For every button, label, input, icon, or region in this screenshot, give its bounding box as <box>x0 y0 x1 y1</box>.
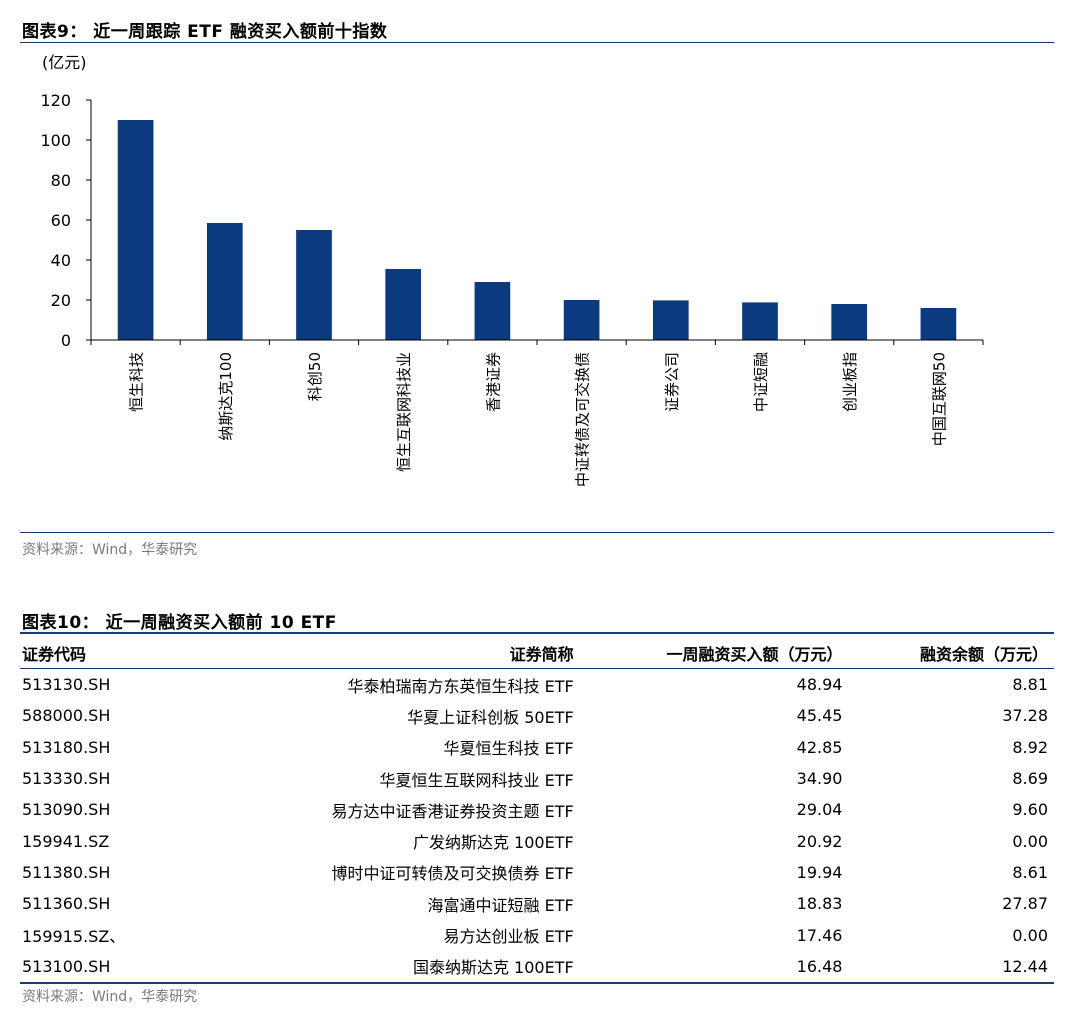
cell-code: 511360.SH <box>22 894 111 914</box>
cell-name: 国泰纳斯达克 100ETF <box>412 958 574 978</box>
x-category-label: 证券公司 <box>663 352 681 412</box>
cell-weekly-buy: 48.94 <box>796 675 843 695</box>
cell-weekly-buy: 29.04 <box>796 800 843 820</box>
table-row: 513090.SH 易方达中证香港证券投资主题 ETF 29.04 9.60 <box>20 794 1054 825</box>
table-row: 513330.SH 华夏恒生互联网科技业 ETF 34.90 8.69 <box>20 763 1054 794</box>
x-category-label: 恒生互联网科技业 <box>395 352 413 472</box>
figure10-title: 图表10： 近一周融资买入额前 10 ETF <box>22 613 337 633</box>
header-balance: 融资余额（万元） <box>919 645 1048 664</box>
figure9-title: 图表9： 近一周跟踪 ETF 融资买入额前十指数 <box>22 22 388 42</box>
cell-balance: 27.87 <box>1002 894 1048 914</box>
y-tick-label: 60 <box>51 211 71 230</box>
cell-balance: 8.92 <box>1012 737 1048 757</box>
bar <box>652 300 689 340</box>
header-name: 证券简称 <box>509 645 574 664</box>
cell-balance: 8.69 <box>1012 769 1048 789</box>
x-axis: 恒生科技 纳斯达克100 科创50 恒生互联网科技业 香港证券 中证转债及可交换债 证券公司… <box>90 339 984 487</box>
y-axis: 0 20 40 60 80 100 120 <box>40 91 92 350</box>
y-tick-label: 120 <box>40 91 71 110</box>
cell-code: 513090.SH <box>22 800 111 820</box>
bar <box>296 230 332 340</box>
cell-name: 易方达创业板 ETF <box>443 927 574 947</box>
etf-table: 证券代码 证券简称 一周融资买入额（万元） 融资余额（万元） 513130.SH… <box>20 638 1054 984</box>
cell-weekly-buy: 20.92 <box>796 831 843 851</box>
chart-unit-label: (亿元) <box>42 53 87 72</box>
x-category-label: 中证转债及可交换债 <box>574 352 592 487</box>
cell-balance: 0.00 <box>1012 925 1048 945</box>
cell-balance: 8.81 <box>1012 675 1048 695</box>
figure10-top-rule <box>20 632 1054 634</box>
y-tick-label: 40 <box>51 251 71 270</box>
x-category-label: 中证短融 <box>752 352 770 412</box>
x-category-label: 创业板指 <box>841 352 859 412</box>
x-category-label: 纳斯达克100 <box>217 352 235 441</box>
table-row: 513100.SH 国泰纳斯达克 100ETF 16.48 12.44 <box>20 951 1054 983</box>
cell-name: 广发纳斯达克 100ETF <box>412 833 574 853</box>
bar <box>742 302 778 340</box>
cell-name: 博时中证可转债及可交换债券 ETF <box>331 864 574 884</box>
figure9-source: 资料来源：Wind，华泰研究 <box>22 542 198 558</box>
cell-balance: 8.61 <box>1012 862 1048 882</box>
cell-weekly-buy: 19.94 <box>796 862 843 882</box>
cell-weekly-buy: 16.48 <box>796 956 843 976</box>
y-tick-label: 80 <box>51 171 71 190</box>
table-row: 159915.SZ、 易方达创业板 ETF 17.46 0.00 <box>20 919 1054 950</box>
cell-code: 513330.SH <box>22 769 111 789</box>
bar <box>117 120 154 340</box>
table-row: 511360.SH 海富通中证短融 ETF 18.83 27.87 <box>20 888 1054 919</box>
cell-name: 易方达中证香港证券投资主题 ETF <box>331 801 574 821</box>
cell-code: 159915.SZ、 <box>22 927 126 947</box>
table-row: 159941.SZ 广发纳斯达克 100ETF 20.92 0.00 <box>20 825 1054 856</box>
header-code: 证券代码 <box>22 645 87 664</box>
cell-weekly-buy: 45.45 <box>796 706 843 726</box>
y-tick-label: 20 <box>51 291 71 310</box>
cell-balance: 0.00 <box>1012 831 1048 851</box>
table-row: 511380.SH 博时中证可转债及可交换债券 ETF 19.94 8.61 <box>20 857 1054 888</box>
cell-weekly-buy: 18.83 <box>796 894 843 914</box>
cell-name: 华泰柏瑞南方东英恒生科技 ETF <box>347 676 574 696</box>
cell-code: 513130.SH <box>22 675 111 695</box>
x-category-label: 恒生科技 <box>128 352 146 412</box>
table-row: 513180.SH 华夏恒生科技 ETF 42.85 8.92 <box>20 732 1054 763</box>
cell-weekly-buy: 17.46 <box>796 925 843 945</box>
cell-balance: 9.60 <box>1012 800 1048 820</box>
table-row: 513130.SH 华泰柏瑞南方东英恒生科技 ETF 48.94 8.81 <box>20 669 1054 701</box>
x-category-label: 中国互联网50 <box>930 352 948 446</box>
cell-balance: 12.44 <box>1002 956 1048 976</box>
y-tick-label: 100 <box>40 131 71 150</box>
cell-name: 华夏恒生科技 ETF <box>443 739 574 759</box>
cell-weekly-buy: 42.85 <box>796 737 843 757</box>
table-row: 588000.SH 华夏上证科创板 50ETF 45.45 37.28 <box>20 700 1054 731</box>
figure10-source: 资料来源：Wind，华泰研究 <box>22 989 198 1005</box>
table-body: 513130.SH 华泰柏瑞南方东英恒生科技 ETF 48.94 8.81 588000… <box>20 669 1054 983</box>
header-weekly-buy: 一周融资买入额（万元） <box>666 645 843 664</box>
y-tick-label: 0 <box>61 331 71 350</box>
cell-code: 513100.SH <box>22 956 111 976</box>
bar <box>206 223 243 340</box>
cell-code: 513180.SH <box>22 737 111 757</box>
figure9-bottom-rule <box>20 532 1054 533</box>
cell-name: 华夏恒生互联网科技业 ETF <box>379 770 574 790</box>
x-category-label: 香港证券 <box>484 352 502 412</box>
bar <box>474 282 511 340</box>
bar <box>385 269 422 340</box>
bar-chart: (亿元) 0 20 40 60 80 100 120 恒生科技 纳斯达克100 科创50 恒生互联… <box>40 53 984 487</box>
table-header-row: 证券代码 证券简称 一周融资买入额（万元） 融资余额（万元） <box>20 638 1054 669</box>
figure9-top-rule <box>20 42 1054 43</box>
x-category-label: 科创50 <box>306 352 324 401</box>
cell-code: 588000.SH <box>22 706 111 726</box>
cell-code: 511380.SH <box>22 862 111 882</box>
cell-name: 华夏上证科创板 50ETF <box>407 707 574 727</box>
cell-name: 海富通中证短融 ETF <box>427 895 574 915</box>
bar <box>831 304 868 340</box>
bar <box>563 300 600 340</box>
cell-weekly-buy: 34.90 <box>796 769 843 789</box>
bar-series <box>117 120 957 340</box>
bar <box>920 308 957 340</box>
cell-code: 159941.SZ <box>22 831 110 851</box>
cell-balance: 37.28 <box>1002 706 1048 726</box>
